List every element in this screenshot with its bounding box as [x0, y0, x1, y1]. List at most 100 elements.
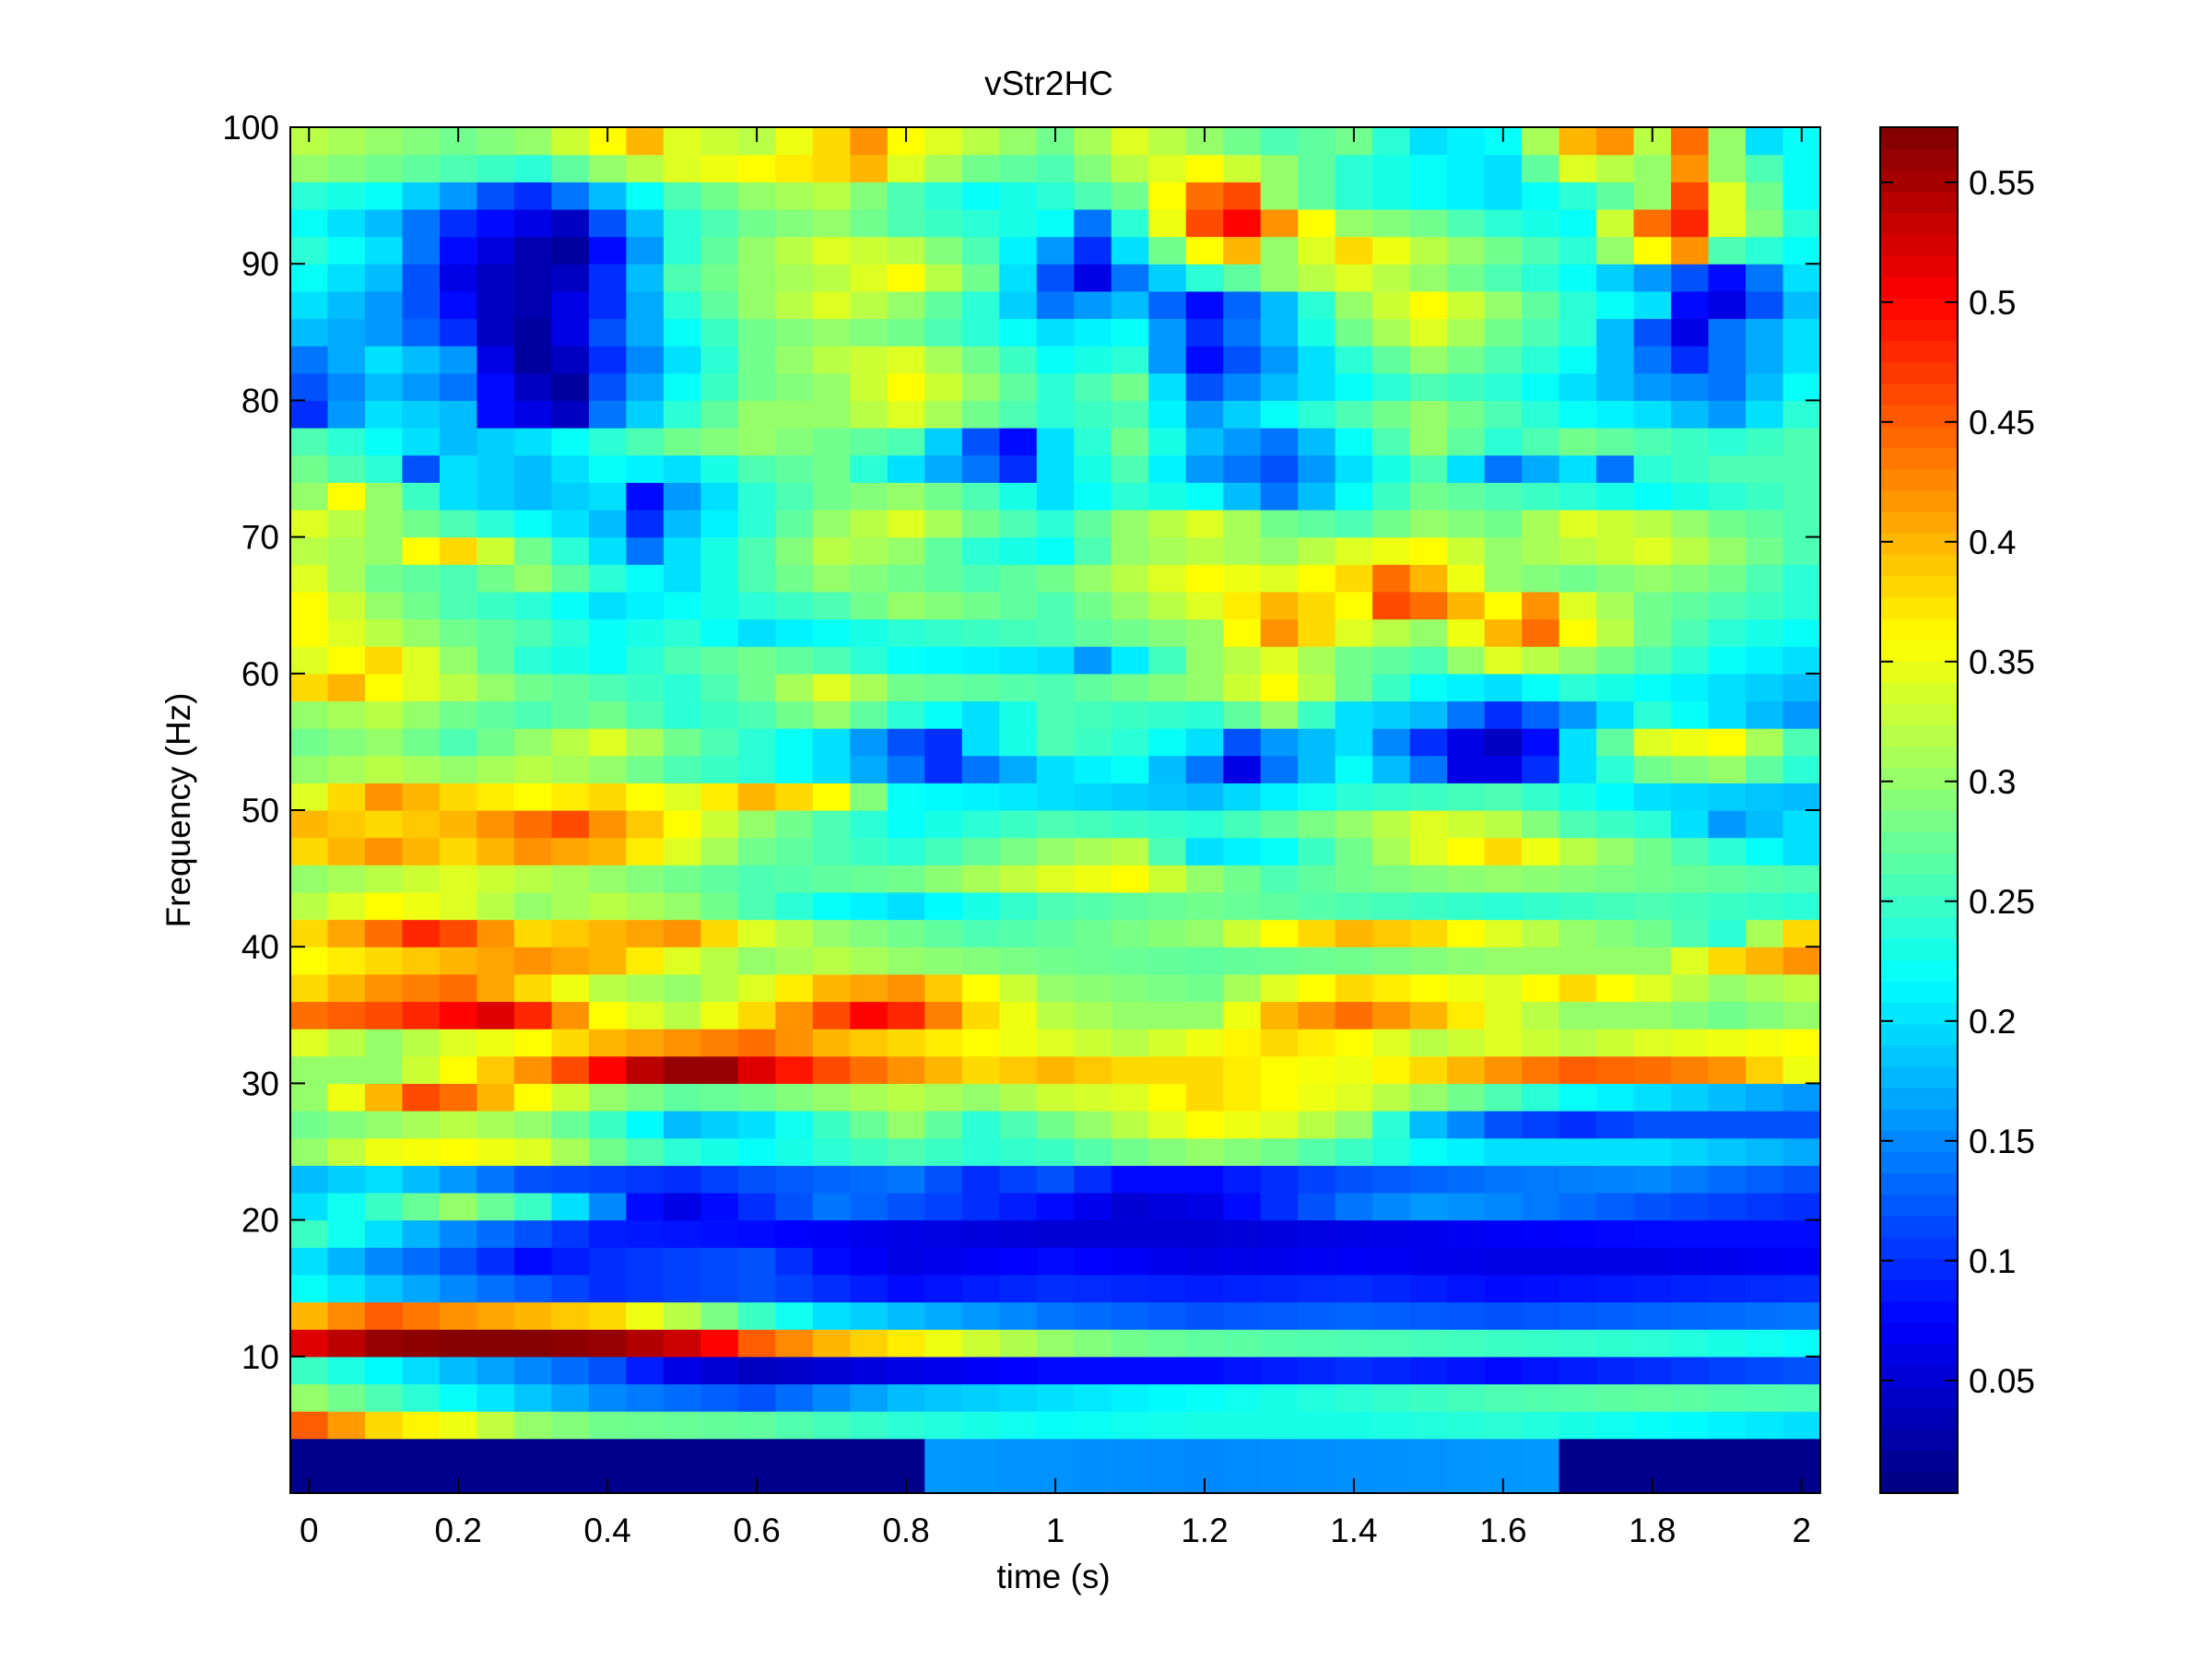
heatmap-cell	[626, 509, 665, 538]
heatmap-cell	[364, 1111, 404, 1139]
heatmap-cell	[1596, 346, 1635, 374]
heatmap-cell	[364, 1083, 404, 1112]
colorbar-swatch	[1880, 1322, 1958, 1345]
heatmap-cell	[1596, 1247, 1635, 1276]
heatmap-cell	[439, 264, 478, 292]
heatmap-cell	[887, 728, 925, 757]
heatmap-cell	[1746, 728, 1784, 757]
heatmap-cell	[626, 372, 665, 401]
heatmap-cell	[663, 1329, 701, 1358]
heatmap-cell	[1185, 673, 1224, 702]
heatmap-cell	[588, 1083, 627, 1112]
heatmap-cell	[999, 700, 1038, 729]
heatmap-cell	[1335, 1111, 1373, 1139]
heatmap-cell	[737, 1383, 776, 1412]
heatmap-cell	[290, 154, 329, 182]
heatmap-cell	[1708, 564, 1747, 593]
heatmap-cell	[1260, 236, 1299, 265]
heatmap-cell	[663, 290, 701, 320]
heatmap-cell	[513, 454, 553, 483]
heatmap-cell	[1372, 346, 1411, 374]
heatmap-cell	[626, 236, 665, 265]
colorbar-swatch	[1880, 1130, 1958, 1153]
heatmap-cell	[513, 264, 553, 292]
heatmap-cell	[999, 372, 1038, 401]
heatmap-cell	[961, 919, 1000, 947]
heatmap-cell	[1148, 973, 1187, 1003]
heatmap-cell	[812, 1165, 851, 1194]
heatmap-cell	[327, 1274, 366, 1303]
heatmap-cell	[1746, 290, 1784, 320]
heatmap-cell	[924, 865, 963, 893]
heatmap-cell	[1148, 400, 1187, 429]
heatmap-cell	[1746, 1274, 1784, 1303]
heatmap-cell	[775, 1192, 814, 1221]
heatmap-cell	[1036, 536, 1075, 565]
heatmap-cell	[1185, 1055, 1224, 1084]
heatmap-cell	[290, 1247, 329, 1276]
heatmap-cell	[1335, 700, 1373, 729]
heatmap-cell	[513, 1383, 553, 1412]
heatmap-cell	[477, 1055, 515, 1084]
heatmap-cell	[1447, 865, 1486, 893]
heatmap-cell	[1671, 346, 1710, 374]
heatmap-cell	[887, 509, 925, 538]
heatmap-cell	[887, 236, 925, 265]
heatmap-cell	[812, 564, 851, 593]
heatmap-cell	[1746, 810, 1784, 839]
heatmap-cell	[1447, 1083, 1486, 1112]
heatmap-cell	[1372, 755, 1411, 783]
heatmap-cell	[1783, 1329, 1821, 1358]
heatmap-cells	[290, 127, 1821, 1494]
heatmap-cell	[364, 782, 404, 811]
heatmap-cell	[1298, 973, 1336, 1003]
heatmap-cell	[1409, 372, 1448, 401]
heatmap-cell	[1746, 673, 1784, 702]
heatmap-cell	[626, 1029, 665, 1057]
heatmap-cell	[1447, 755, 1486, 783]
heatmap-cell	[850, 1219, 888, 1248]
heatmap-cell	[812, 372, 851, 401]
heatmap-cell	[1633, 1001, 1672, 1030]
heatmap-cell	[1708, 1137, 1747, 1166]
heatmap-cell	[588, 947, 627, 975]
heatmap-cell	[850, 428, 888, 456]
heatmap-cell	[1522, 947, 1560, 975]
heatmap-cell	[477, 1247, 515, 1276]
heatmap-cell	[1746, 1083, 1784, 1112]
heatmap-cell	[327, 1301, 366, 1330]
heatmap-cell	[1783, 400, 1821, 429]
heatmap-cell	[1036, 947, 1075, 975]
heatmap-cell	[1708, 1247, 1747, 1276]
heatmap-cell	[1559, 919, 1597, 947]
heatmap-cell	[1746, 1192, 1784, 1221]
heatmap-cell	[513, 428, 553, 456]
colorbar-swatch	[1880, 382, 1958, 406]
heatmap-cell	[1185, 1356, 1224, 1385]
heatmap-cell	[402, 1165, 441, 1194]
heatmap-cell	[700, 564, 739, 593]
heatmap-cell	[1783, 1274, 1821, 1303]
heatmap-cell	[1409, 264, 1448, 292]
heatmap-cell	[1522, 127, 1560, 156]
heatmap-cell	[1559, 318, 1597, 347]
heatmap-cell	[1372, 1055, 1411, 1084]
heatmap-cell	[1559, 1438, 1597, 1494]
heatmap-cell	[1148, 372, 1187, 401]
heatmap-cell	[1708, 947, 1747, 975]
heatmap-cell	[1746, 318, 1784, 347]
heatmap-cell	[700, 372, 739, 401]
heatmap-cell	[1596, 591, 1635, 620]
heatmap-cell	[477, 1411, 515, 1440]
heatmap-cell	[626, 482, 665, 511]
heatmap-cell	[924, 154, 963, 182]
heatmap-cell	[1746, 1329, 1784, 1358]
heatmap-cell	[1671, 782, 1710, 811]
heatmap-cell	[737, 536, 776, 565]
heatmap-cell	[812, 127, 851, 156]
heatmap-cell	[1484, 1219, 1523, 1248]
heatmap-cell	[1409, 782, 1448, 811]
heatmap-cell	[327, 346, 366, 374]
heatmap-cell	[1447, 127, 1486, 156]
